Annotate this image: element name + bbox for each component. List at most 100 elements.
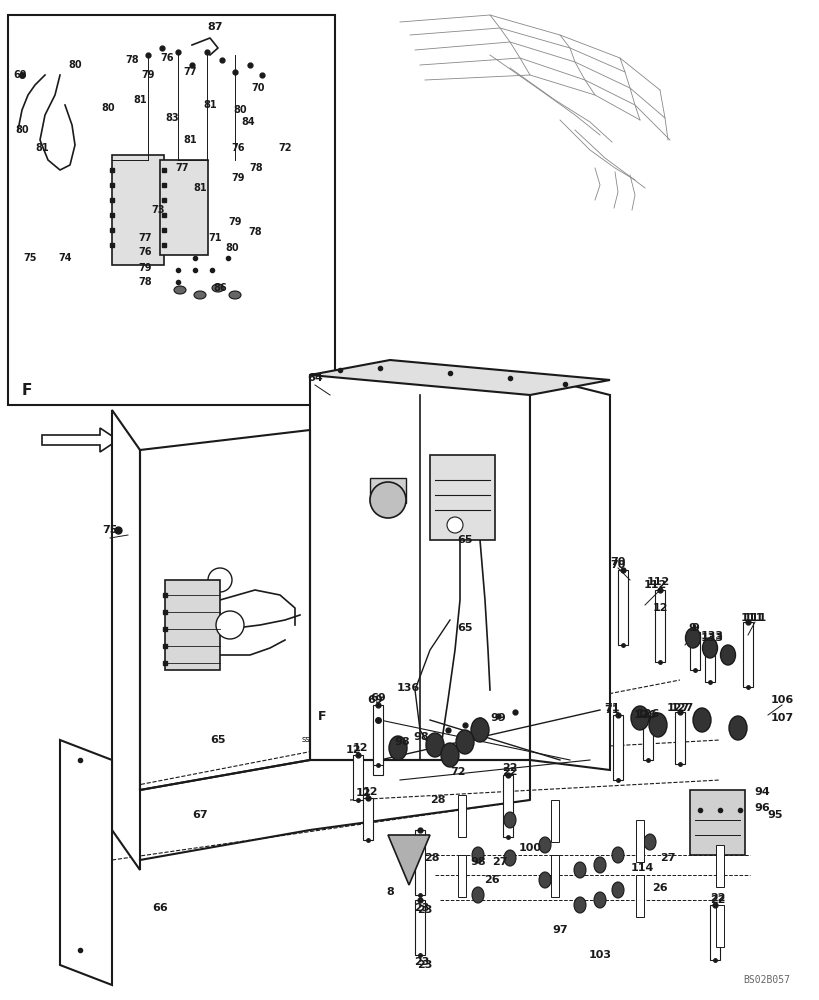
Ellipse shape [504,850,515,866]
Ellipse shape [573,897,586,913]
Ellipse shape [648,713,666,737]
Bar [642,718,652,760]
Text: 79: 79 [138,263,152,273]
Text: 133: 133 [699,633,722,643]
Bar [429,455,495,540]
Text: 126: 126 [636,709,658,719]
Bar [363,798,373,840]
Text: 81: 81 [35,143,49,153]
Text: 66: 66 [152,903,168,913]
Text: 111: 111 [740,613,762,623]
Text: 22: 22 [709,895,725,905]
Bar [369,478,405,503]
Circle shape [446,517,463,533]
Text: 73: 73 [151,205,165,215]
Text: 80: 80 [101,103,115,113]
Text: 22: 22 [501,763,517,773]
Bar [352,755,363,800]
Text: 70: 70 [609,557,625,567]
Text: 78: 78 [248,227,261,237]
Bar [112,155,164,265]
Text: 27: 27 [491,857,507,867]
Ellipse shape [593,892,605,908]
Circle shape [369,482,405,518]
Bar [613,715,622,780]
Text: 28: 28 [430,795,446,805]
Text: 98: 98 [394,737,410,747]
Ellipse shape [702,638,717,658]
Text: 23: 23 [417,960,432,970]
Circle shape [208,568,232,592]
Text: BS02B057: BS02B057 [742,975,789,985]
Text: 76: 76 [160,53,174,63]
Text: 70: 70 [609,560,625,570]
Polygon shape [529,375,609,770]
Text: 23: 23 [417,905,432,915]
Bar [709,905,719,960]
Ellipse shape [643,834,655,850]
Bar [654,590,664,662]
Text: 64: 64 [307,373,323,383]
Ellipse shape [593,857,605,873]
Text: 106: 106 [769,695,793,705]
Bar [742,622,752,687]
Bar [689,790,744,855]
Text: 77: 77 [183,67,197,77]
Text: 22: 22 [709,893,725,903]
Text: 81: 81 [203,100,216,110]
Text: 26: 26 [651,883,667,893]
Text: 78: 78 [249,163,263,173]
Text: 80: 80 [225,243,238,253]
Bar [715,845,723,887]
Text: 23: 23 [414,903,429,913]
Text: 65: 65 [210,735,225,745]
Text: 81: 81 [193,183,206,193]
Text: 100: 100 [518,843,541,853]
Ellipse shape [538,872,550,888]
Bar [550,855,559,897]
Bar [636,875,643,917]
Circle shape [215,611,244,639]
Ellipse shape [685,628,699,648]
Ellipse shape [470,718,488,742]
Text: 80: 80 [233,105,247,115]
Ellipse shape [611,847,623,863]
Bar [458,855,465,897]
Text: 65: 65 [457,623,473,633]
Text: ss: ss [301,735,310,744]
Text: 133: 133 [699,631,722,641]
Text: 87: 87 [206,22,222,32]
Ellipse shape [194,291,206,299]
Text: 28: 28 [423,853,439,863]
Text: 107: 107 [770,713,793,723]
Text: 72: 72 [450,767,465,777]
Text: 112: 112 [645,577,669,587]
Text: 71: 71 [604,705,619,715]
Ellipse shape [455,730,473,754]
Text: 76: 76 [231,143,244,153]
Bar [636,820,643,862]
Text: 103: 103 [588,950,611,960]
Text: 112: 112 [643,580,666,590]
Text: 77: 77 [138,233,152,243]
Text: 136: 136 [396,683,419,693]
Text: 79: 79 [228,217,242,227]
Ellipse shape [472,887,483,903]
Text: 69: 69 [369,693,386,703]
Text: 98: 98 [469,857,485,867]
Text: 114: 114 [630,863,653,873]
Ellipse shape [472,847,483,863]
Text: 71: 71 [208,233,221,243]
Ellipse shape [631,706,648,730]
Text: 127: 127 [666,703,689,713]
Text: 83: 83 [165,113,179,123]
Text: 26: 26 [483,875,500,885]
Ellipse shape [229,291,241,299]
Polygon shape [42,428,118,452]
Polygon shape [387,835,429,885]
Ellipse shape [573,862,586,878]
Text: 97: 97 [551,925,567,935]
Bar [550,800,559,842]
Text: 80: 80 [16,125,29,135]
Text: 9: 9 [690,623,698,633]
